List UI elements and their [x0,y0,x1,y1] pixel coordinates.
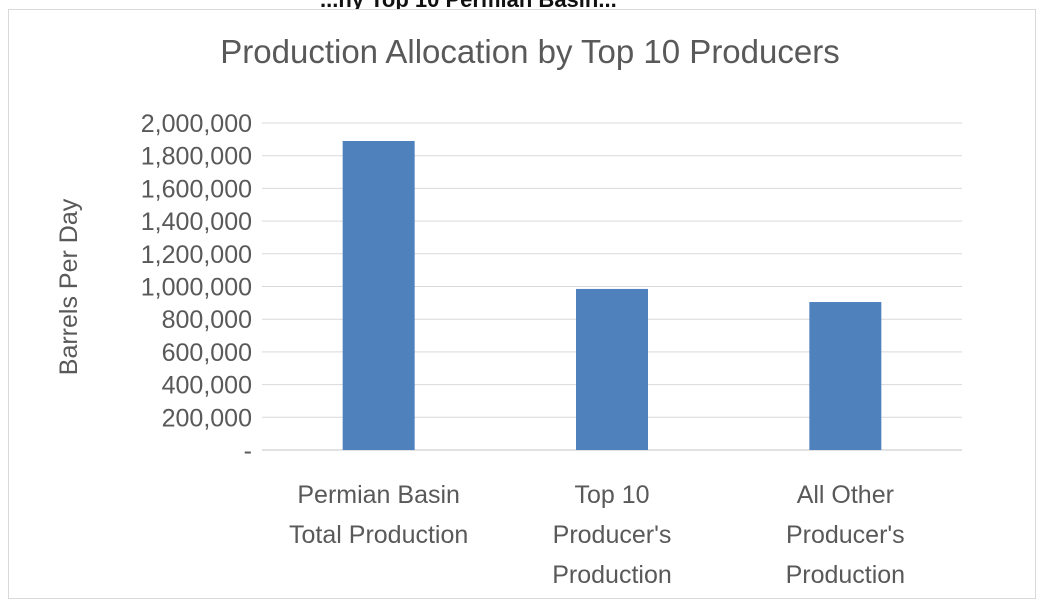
bars [342,140,882,451]
bar [576,288,648,450]
y-tick-label: 200,000 [162,404,252,432]
y-axis-label: Barrels Per Day [55,198,83,375]
cropped-heading: ...ny Top 10 Permian Basin... [0,0,1047,10]
bar [342,140,415,451]
x-category-label: Permian Basin Total Production [289,481,468,549]
y-axis-ticks: - 200,000 400,000 600,000 800,000 1,000,000 1,… [141,110,252,465]
x-axis-categories: Permian Basin Total Production Top 10 Produ… [289,481,905,589]
chart-title: Production Allocation by Top 10 Producer… [220,33,839,70]
y-tick-label: 2,000,000 [141,110,252,138]
x-category-label: Top 10 Producer's Production [552,481,672,589]
y-tick-label: 600,000 [162,339,252,367]
cropped-heading-text: ...ny Top 10 Permian Basin... [320,0,617,10]
y-tick-label: 1,200,000 [141,241,252,269]
y-tick-label: 1,800,000 [141,143,252,171]
y-tick-label: - [244,437,252,465]
y-tick-label: 1,600,000 [141,175,252,203]
y-tick-label: 1,000,000 [141,274,252,302]
x-category-label: All Other Producer's Production [786,481,906,589]
bar [809,302,882,450]
y-tick-label: 400,000 [162,372,252,400]
y-tick-label: 1,400,000 [141,208,252,236]
y-tick-label: 800,000 [162,306,252,334]
